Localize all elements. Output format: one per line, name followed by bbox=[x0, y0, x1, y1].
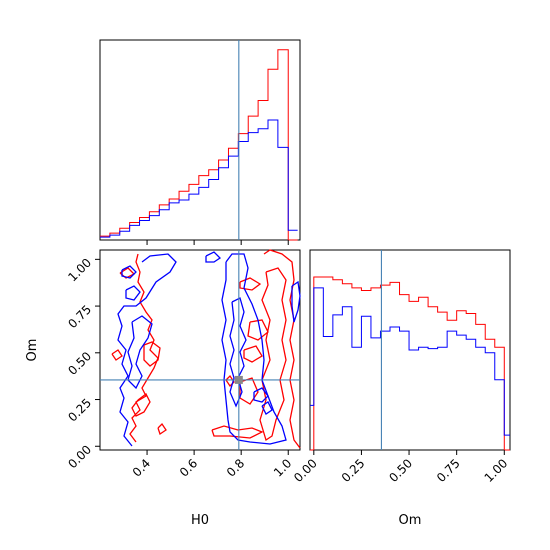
hist-h0-frame bbox=[99, 39, 301, 241]
contour-red-right-outer bbox=[263, 249, 301, 449]
hist-om-series-blue bbox=[310, 287, 510, 436]
contour-red-small-1 bbox=[111, 349, 123, 361]
hist-h0-xticks bbox=[146, 240, 289, 245]
hist-om-xtick-label: 0.25 bbox=[339, 456, 368, 485]
contour-red-small-4 bbox=[225, 374, 235, 388]
joint-frame bbox=[99, 249, 301, 451]
joint-yticks: 0.00 0.25 0.50 0.75 1.00 bbox=[65, 256, 100, 471]
hist-h0-series-blue bbox=[100, 119, 298, 238]
contour-blue-right-edge bbox=[291, 280, 301, 323]
hist-om-xtick-label: 0.00 bbox=[291, 456, 320, 485]
joint-ytick-label: 0.75 bbox=[65, 302, 94, 331]
hist-om-series-red bbox=[310, 276, 510, 451]
contour-blue-mid-1 bbox=[205, 251, 222, 263]
contour-blue-right-outer bbox=[221, 253, 287, 445]
joint-xticks: 0.4 0.6 0.8 1.0 bbox=[130, 450, 294, 480]
contour-blue-small-2 bbox=[261, 401, 273, 415]
contour-red-left-inner bbox=[143, 341, 161, 367]
joint-ytick-label: 1.00 bbox=[65, 256, 94, 285]
hist-om-panel: 0.00 0.25 0.50 0.75 1.00 Om bbox=[291, 249, 511, 528]
contour-red-right-inner bbox=[259, 267, 287, 442]
contour-red-mid-3 bbox=[243, 345, 263, 363]
contour-red-left-blob bbox=[131, 393, 151, 417]
hist-om-xtick-label: 0.50 bbox=[386, 456, 415, 485]
joint-ytick-label: 0.00 bbox=[65, 442, 94, 471]
hist-om-xlabel: Om bbox=[399, 513, 422, 528]
truth-point-marker bbox=[234, 375, 243, 384]
joint-xtick-label: 0.8 bbox=[224, 456, 247, 479]
hist-om-xtick-label: 0.75 bbox=[434, 456, 463, 485]
hist-om-frame bbox=[309, 249, 511, 451]
hist-h0-series-red bbox=[100, 49, 298, 241]
hist-om-xticks: 0.00 0.25 0.50 0.75 1.00 bbox=[291, 450, 510, 485]
contour-blue-left-outer bbox=[117, 253, 177, 447]
contour-blue-left-inner bbox=[127, 315, 153, 390]
hist-om-xtick-label: 1.00 bbox=[482, 456, 511, 485]
contour-blue-left-blob bbox=[125, 285, 141, 301]
contour-red-mid-1 bbox=[239, 277, 262, 291]
joint-xlabel: H0 bbox=[191, 513, 209, 528]
joint-contours-blue bbox=[117, 251, 301, 447]
contour-red-small-3 bbox=[157, 422, 167, 436]
hist-h0-panel bbox=[99, 39, 301, 245]
joint-ytick-label: 0.50 bbox=[65, 349, 94, 378]
joint-ylabel: Om bbox=[25, 339, 40, 362]
contour-red-left-outer bbox=[129, 253, 159, 443]
contour-blue-mid-2 bbox=[253, 387, 269, 403]
joint-xtick-label: 0.6 bbox=[177, 456, 200, 479]
contour-blue-small-1 bbox=[121, 265, 137, 279]
joint-xtick-label: 0.4 bbox=[130, 456, 153, 479]
joint-ytick-label: 0.25 bbox=[65, 396, 94, 425]
joint-panel: 0.4 0.6 0.8 1.0 0.000.250.500.751.00 H0 Om bbox=[25, 249, 301, 528]
contour-blue-right-inner bbox=[229, 297, 247, 408]
contour-red-mid-5 bbox=[211, 425, 264, 439]
contour-red-mid-2 bbox=[247, 319, 269, 341]
